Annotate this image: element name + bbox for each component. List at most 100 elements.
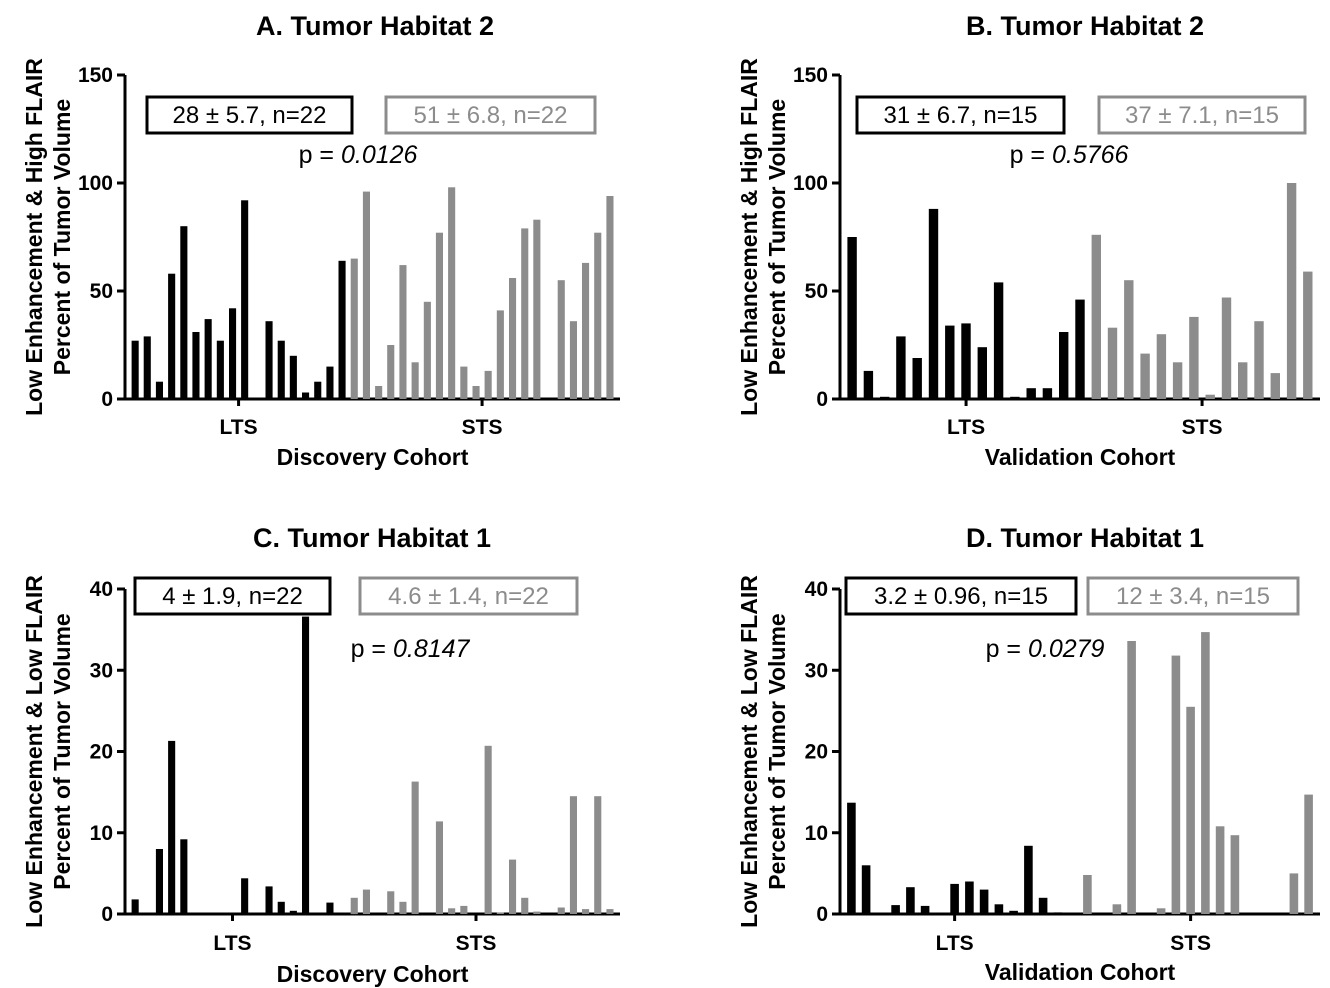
y-tick-label: 20 [805, 741, 828, 764]
stat-box-sts: 51 ± 6.8, n=22 [384, 95, 597, 135]
bar-sts [557, 907, 565, 914]
p-value-prefix: p = [986, 635, 1028, 663]
bar-sts [582, 909, 590, 914]
bar-sts [399, 901, 407, 914]
chart-panel-c: C. Tumor Habitat 1 Low Enhancement & Low … [21, 523, 620, 987]
p-value-annotation: p = 0.5766 [1010, 141, 1129, 169]
chart-title: D. Tumor Habitat 1 [966, 523, 1204, 553]
chart-panel-a: A. Tumor Habitat 2 Low Enhancement & High… [21, 11, 620, 470]
bar-lts [338, 260, 346, 399]
y-axis-label-line1: Low Enhancement & High FLAIR [736, 58, 762, 416]
x-tick-label-sts: STS [456, 932, 497, 955]
bar-sts [387, 345, 395, 399]
bar-sts [411, 781, 419, 914]
bar-lts [155, 849, 163, 914]
bar-lts [994, 904, 1004, 915]
stat-box-lts-text: 3.2 ± 0.96, n=15 [874, 583, 1048, 610]
p-value-annotation: p = 0.0126 [299, 141, 418, 169]
y-tick-label: 0 [816, 903, 828, 926]
x-tick-label-lts: LTS [947, 416, 985, 439]
bar-sts [1230, 835, 1240, 914]
bar-sts [582, 262, 590, 399]
bar-sts [448, 187, 456, 399]
bar-lts [950, 883, 959, 914]
bar-lts [1053, 912, 1063, 914]
bar-sts [1172, 362, 1183, 399]
y-axis-label-line2: Percent of Tumor Volume [764, 99, 790, 375]
chart-panel-d: D. Tumor Habitat 1 Low Enhancement & Low … [736, 523, 1320, 985]
y-axis-label-line1: Low Enhancement & Low FLAIR [736, 575, 762, 928]
bar-sts [1201, 632, 1210, 914]
y-tick-label: 40 [90, 578, 113, 601]
bar-lts [265, 886, 273, 914]
x-tick-label-lts: LTS [220, 416, 258, 439]
bar-sts [1112, 904, 1122, 915]
x-axis-label: Validation Cohort [985, 444, 1176, 470]
y-axis-label-line2: Percent of Tumor Volume [49, 613, 75, 889]
bar-sts [1254, 321, 1264, 399]
bar-sts [606, 909, 614, 914]
bar-sts [533, 911, 541, 914]
bar-sts [1127, 641, 1136, 914]
bar-lts [168, 740, 176, 914]
stat-box-lts-text: 31 ± 6.7, n=15 [884, 102, 1038, 129]
y-tick-label: 30 [805, 659, 828, 682]
bar-lts [965, 881, 974, 914]
stat-box-sts-text: 51 ± 6.8, n=22 [414, 102, 568, 129]
bar-sts [1289, 873, 1299, 914]
p-value-prefix: p = [351, 635, 393, 663]
chart-title: A. Tumor Habitat 2 [256, 11, 494, 41]
bar-lts [1024, 845, 1033, 915]
p-value-prefix: p = [1010, 141, 1052, 169]
bar-sts [350, 897, 358, 915]
p-value-number: 0.0126 [341, 141, 418, 169]
bar-lts [863, 370, 874, 399]
stat-box-sts: 12 ± 3.4, n=15 [1086, 576, 1300, 616]
bar-sts [557, 280, 565, 399]
bar-lts [979, 889, 989, 914]
bar-lts [1009, 910, 1018, 915]
bar-lts [131, 340, 139, 399]
bar-lts [265, 321, 273, 399]
bar-lts [277, 340, 285, 399]
bar-sts [496, 310, 504, 399]
bar-sts [1304, 794, 1313, 914]
bar-sts [1303, 271, 1313, 399]
bar-lts [928, 208, 939, 399]
bar-sts [1270, 373, 1280, 399]
bar-lts [993, 282, 1004, 399]
p-value-number: 0.5766 [1052, 141, 1129, 169]
p-value-annotation: p = 0.8147 [351, 635, 471, 663]
bar-lts [241, 878, 249, 915]
y-tick-label: 10 [805, 822, 828, 845]
bar-lts [302, 616, 310, 914]
bar-lts [961, 323, 971, 399]
bar-lts [896, 336, 906, 399]
bar-lts [180, 226, 188, 399]
bar-sts [435, 232, 443, 399]
stat-box-lts: 28 ± 5.7, n=22 [145, 95, 354, 135]
stat-box-sts-text: 4.6 ± 1.4, n=22 [388, 583, 549, 610]
stat-box-lts: 31 ± 6.7, n=15 [855, 95, 1066, 135]
bar-sts [1083, 875, 1092, 914]
stat-box-sts-text: 12 ± 3.4, n=15 [1116, 583, 1270, 610]
bar-lts [326, 366, 334, 399]
bar-lts [847, 237, 857, 399]
y-axis-label-line1: Low Enhancement & Low FLAIR [21, 575, 47, 928]
bar-sts [533, 219, 541, 399]
bar-sts [1124, 280, 1134, 399]
bar-lts [1042, 388, 1053, 399]
bar-sts [435, 821, 443, 914]
x-tick-label-sts: STS [462, 416, 503, 439]
bar-sts [1215, 826, 1225, 915]
p-value-number: 0.8147 [393, 635, 471, 663]
y-axis-label-line1: Low Enhancement & High FLAIR [21, 58, 47, 416]
bar-lts [289, 910, 297, 915]
stat-box-lts: 3.2 ± 0.96, n=15 [844, 576, 1078, 616]
bar-lts [1038, 897, 1048, 915]
bar-lts [912, 358, 922, 399]
bar-lts [945, 325, 955, 399]
bar-lts [241, 200, 249, 399]
stat-box-sts-frame [1086, 576, 1300, 616]
bar-sts [1205, 394, 1215, 399]
